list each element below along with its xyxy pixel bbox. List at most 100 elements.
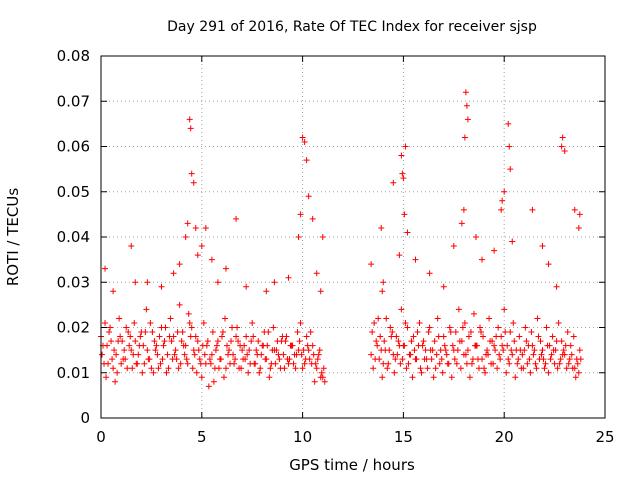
data-point (287, 342, 294, 349)
data-point (539, 347, 546, 354)
y-tick-label: 0 (80, 409, 90, 427)
data-point (426, 324, 433, 331)
data-point (108, 338, 115, 345)
data-point (187, 333, 194, 340)
data-point (551, 360, 558, 367)
data-point (169, 356, 176, 363)
data-point (114, 369, 121, 376)
data-point (210, 378, 217, 385)
chart-title: Day 291 of 2016, Rate Of TEC Index for r… (167, 19, 537, 35)
data-point (229, 324, 236, 331)
y-tick-label: 0.04 (57, 228, 90, 246)
data-point (102, 319, 109, 326)
data-point (234, 324, 241, 331)
data-point (228, 338, 235, 345)
data-point (133, 360, 140, 367)
data-point (381, 338, 388, 345)
data-point (562, 342, 569, 349)
data-point (301, 138, 308, 145)
data-point (481, 365, 488, 372)
data-point (227, 360, 234, 367)
data-point (123, 324, 130, 331)
data-point (487, 338, 494, 345)
data-point (561, 148, 568, 155)
data-point (504, 342, 511, 349)
data-point (499, 197, 506, 204)
data-point (399, 356, 406, 363)
data-point (412, 356, 419, 363)
data-point (440, 283, 447, 290)
data-point (566, 356, 573, 363)
data-point (166, 333, 173, 340)
data-point (491, 247, 498, 254)
x-tick-label: 15 (394, 428, 413, 446)
data-point (476, 365, 482, 372)
data-point (479, 256, 486, 263)
data-point (377, 333, 384, 340)
data-point (428, 356, 435, 363)
data-point (509, 238, 516, 245)
data-point (199, 342, 206, 349)
data-point (557, 356, 564, 363)
data-point (421, 356, 428, 363)
data-point (144, 279, 151, 286)
data-point (256, 369, 263, 376)
data-point (271, 279, 278, 286)
data-point (187, 125, 194, 132)
data-point (390, 179, 397, 186)
data-point (239, 347, 246, 354)
data-point (162, 324, 169, 331)
data-point (191, 351, 198, 358)
data-point (524, 360, 531, 367)
data-point (250, 333, 257, 340)
data-point (555, 319, 562, 326)
data-point (143, 306, 150, 313)
data-point (418, 369, 425, 376)
data-point (158, 283, 165, 290)
data-point (492, 347, 499, 354)
data-point (400, 342, 407, 349)
data-point (529, 206, 536, 213)
data-point (125, 329, 132, 336)
data-point (550, 347, 557, 354)
data-point (501, 188, 508, 195)
data-point (213, 342, 220, 349)
data-point (156, 333, 163, 340)
data-point (375, 315, 382, 322)
data-point (245, 369, 252, 376)
data-point (130, 351, 137, 358)
data-point (394, 351, 401, 358)
data-point (296, 338, 303, 345)
data-point (192, 333, 199, 340)
data-point (432, 365, 439, 372)
data-point (272, 360, 279, 367)
data-point (221, 315, 228, 322)
y-tick-label: 0.07 (57, 92, 90, 110)
data-point (422, 347, 429, 354)
data-point (485, 351, 492, 358)
data-point (445, 360, 452, 367)
data-point (379, 288, 386, 295)
data-point (209, 329, 216, 336)
data-point (437, 347, 444, 354)
data-point (222, 265, 229, 272)
data-point (380, 279, 387, 286)
data-point (253, 347, 260, 354)
data-point (369, 329, 376, 336)
data-point (545, 261, 552, 268)
data-point (373, 338, 380, 345)
data-point (186, 116, 193, 123)
data-point (405, 360, 412, 367)
data-point (153, 342, 160, 349)
data-point (241, 342, 248, 349)
data-point (443, 351, 450, 358)
data-point (510, 319, 517, 326)
y-tick-label: 0.08 (57, 47, 90, 65)
data-point (126, 342, 133, 349)
data-point (491, 342, 498, 349)
data-point (201, 351, 208, 358)
data-point (181, 351, 188, 358)
data-point (280, 351, 287, 358)
data-point (167, 315, 174, 322)
